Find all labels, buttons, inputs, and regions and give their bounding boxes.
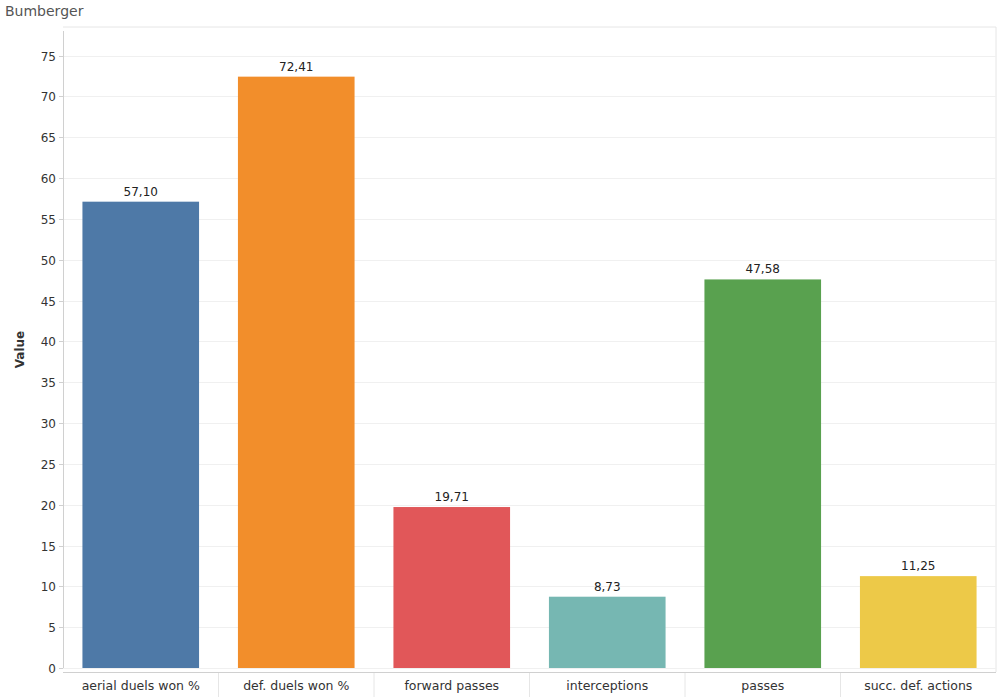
tick-mark	[59, 382, 63, 383]
tick-label: 55	[41, 213, 56, 227]
tick-mark	[59, 668, 63, 669]
category-divider	[218, 672, 219, 697]
tick-mark	[59, 219, 63, 220]
category-label: forward passes	[404, 678, 499, 693]
tick-label: 30	[41, 417, 56, 431]
tick-label: 65	[41, 131, 56, 145]
category-label: aerial duels won %	[82, 678, 200, 693]
tick-label: 35	[41, 376, 56, 390]
data-label: 19,71	[435, 490, 469, 504]
category-label: def. duels won %	[243, 678, 349, 693]
data-label: 11,25	[901, 559, 935, 573]
frame-top	[63, 27, 996, 28]
grid-line	[63, 382, 996, 383]
data-label: 72,41	[279, 60, 313, 74]
grid-line	[63, 96, 996, 97]
bar	[704, 279, 821, 668]
grid-line	[63, 178, 996, 179]
frame-right	[996, 27, 997, 672]
grid-line	[63, 301, 996, 302]
grid-line	[63, 341, 996, 342]
grid-line	[63, 586, 996, 587]
tick-mark	[59, 341, 63, 342]
tick-label: 15	[41, 540, 56, 554]
data-label: 47,58	[746, 262, 780, 276]
grid-line	[63, 56, 996, 57]
category-divider	[374, 672, 375, 697]
tick-mark	[59, 178, 63, 179]
y-axis	[63, 31, 64, 668]
tick-mark	[59, 56, 63, 57]
tick-label: 5	[48, 621, 56, 635]
category-divider	[529, 672, 530, 697]
category-label: succ. def. actions	[864, 678, 972, 693]
bar	[393, 507, 510, 668]
x-axis	[63, 672, 996, 673]
grid-line	[63, 505, 996, 506]
grid-line	[63, 627, 996, 628]
tick-mark	[59, 627, 63, 628]
grid-line	[63, 668, 996, 669]
tick-label: 45	[41, 295, 56, 309]
grid-line	[63, 137, 996, 138]
title: Bumberger	[5, 3, 84, 19]
bar	[860, 576, 977, 668]
tick-label: 10	[41, 580, 56, 594]
bar	[238, 77, 355, 668]
grid-line	[63, 464, 996, 465]
tick-label: 50	[41, 254, 56, 268]
tick-mark	[59, 260, 63, 261]
tick-mark	[59, 96, 63, 97]
grid-line	[63, 423, 996, 424]
data-label: 57,10	[124, 185, 158, 199]
tick-label: 25	[41, 458, 56, 472]
tick-label: 70	[41, 90, 56, 104]
grid-line	[63, 546, 996, 547]
bar	[549, 597, 666, 668]
tick-label: 60	[41, 172, 56, 186]
tick-mark	[59, 423, 63, 424]
grid-line	[63, 260, 996, 261]
data-label: 8,73	[594, 580, 621, 594]
axis-label: Value	[13, 331, 27, 369]
category-divider	[840, 672, 841, 697]
bar	[82, 202, 199, 668]
bars	[82, 77, 976, 668]
category-divider	[685, 672, 686, 697]
tick-label: 40	[41, 335, 56, 349]
tick-label: 75	[41, 50, 56, 64]
tick-mark	[59, 301, 63, 302]
tick-label: 20	[41, 499, 56, 513]
tick-mark	[59, 505, 63, 506]
category-label: passes	[741, 678, 784, 693]
tick-mark	[59, 464, 63, 465]
chart: Bumberger 0 5 10 15 20 25 30 35 40 45 50 55 60 65 70 75 V…	[0, 0, 1000, 697]
tick-label: 0	[48, 662, 56, 676]
tick-mark	[59, 546, 63, 547]
tick-mark	[59, 586, 63, 587]
category-label: interceptions	[566, 678, 648, 693]
grid-line	[63, 219, 996, 220]
tick-mark	[59, 137, 63, 138]
